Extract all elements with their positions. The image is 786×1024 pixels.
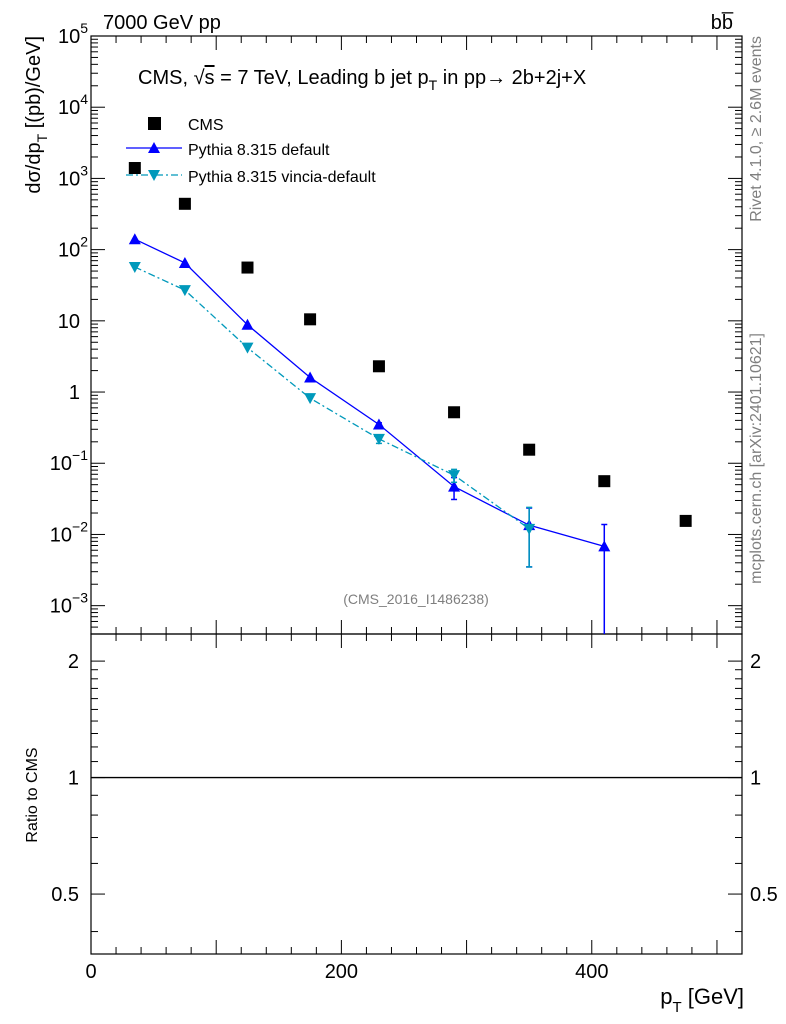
ratio-plot-frame — [90, 633, 743, 955]
rivet-version-label: Rivet 4.1.0, ≥ 2.6M events — [748, 36, 765, 222]
x-tick-label: 0 — [85, 961, 96, 983]
data-point-vincia — [372, 433, 385, 445]
data-point-vincia — [241, 342, 254, 354]
y-tick-label: 1 — [69, 382, 80, 404]
data-point-cms — [128, 162, 141, 175]
legend-label-pythia-default: Pythia 8.315 default — [188, 142, 330, 159]
data-point-pythia-default — [128, 233, 141, 245]
data-point-pythia-default — [448, 480, 461, 492]
series-line — [134, 238, 605, 548]
ratio-tick-label-right: 1 — [750, 768, 761, 790]
process-label: bb̅ — [711, 11, 734, 34]
data-point-vincia — [448, 470, 461, 482]
data-point-cms — [679, 514, 692, 527]
analysis-id-watermark: (CMS_2016_I1486238) — [343, 591, 489, 607]
ratio-y-axis-label: Ratio to CMS — [24, 747, 41, 842]
data-point-vincia — [304, 393, 317, 405]
legend-marker-cms — [148, 117, 161, 130]
energy-label: 7000 GeV pp — [103, 12, 221, 34]
data-point-cms — [372, 360, 385, 373]
data-point-pythia-default — [372, 418, 385, 430]
x-tick-label: 200 — [325, 961, 358, 983]
series-layer — [128, 162, 692, 634]
series-line — [134, 266, 530, 530]
x-tick-label: 400 — [575, 961, 608, 983]
ratio-tick-label-right: 0.5 — [750, 884, 778, 906]
plot-title: CMS, √s = 7 TeV, Leading b jet pT in pp→… — [138, 67, 586, 93]
legend-label-cms: CMS — [188, 117, 224, 134]
y-tick-label: 10−3 — [50, 590, 88, 618]
data-point-cms — [241, 261, 254, 274]
data-point-cms — [304, 313, 317, 326]
x-axis-label: pT [GeV] — [660, 984, 744, 1016]
y-tick-label: 10−2 — [50, 518, 88, 546]
mcplots-label: mcplots.cern.ch [arXiv:2401.10621] — [748, 333, 765, 584]
ratio-y-ticks: 0.5 0.5 1 1 2 2 — [51, 651, 778, 933]
y-tick-label: 10−1 — [50, 447, 88, 475]
ratio-tick-label: 1 — [68, 768, 79, 790]
ratio-tick-label-right: 2 — [750, 651, 761, 673]
data-point-pythia-default — [304, 371, 317, 383]
data-point-pythia-default — [178, 256, 191, 268]
y-tick-label: 10 — [58, 311, 80, 333]
data-point-cms — [598, 475, 611, 488]
legend-marker-vincia — [148, 170, 160, 181]
data-point-vincia — [178, 285, 191, 297]
series-dashdot-triangle-down — [128, 262, 536, 568]
y-tick-label: 103 — [58, 162, 88, 190]
data-point-cms — [448, 406, 461, 419]
y-axis-label: dσ/dpT [(pb)/GeV] — [23, 36, 50, 194]
x-ticks: 0 200 400 — [85, 36, 743, 983]
legend-label-vincia: Pythia 8.315 vincia-default — [188, 169, 376, 186]
y-tick-label: 105 — [58, 20, 88, 48]
data-point-pythia-default — [598, 540, 611, 552]
data-point-vincia — [523, 523, 536, 535]
legend-marker-pythia-default — [148, 142, 160, 153]
data-point-vincia — [128, 262, 141, 274]
ratio-tick-label: 0.5 — [51, 884, 79, 906]
data-point-cms — [178, 197, 191, 210]
y-tick-label: 102 — [58, 234, 88, 262]
series-marker-square — [128, 162, 692, 527]
data-point-pythia-default — [241, 318, 254, 330]
ratio-tick-label: 2 — [68, 651, 79, 673]
legend: CMS Pythia 8.315 default Pythia 8.315 vi… — [126, 117, 376, 186]
data-point-cms — [523, 443, 536, 456]
y-tick-label: 104 — [58, 91, 88, 119]
